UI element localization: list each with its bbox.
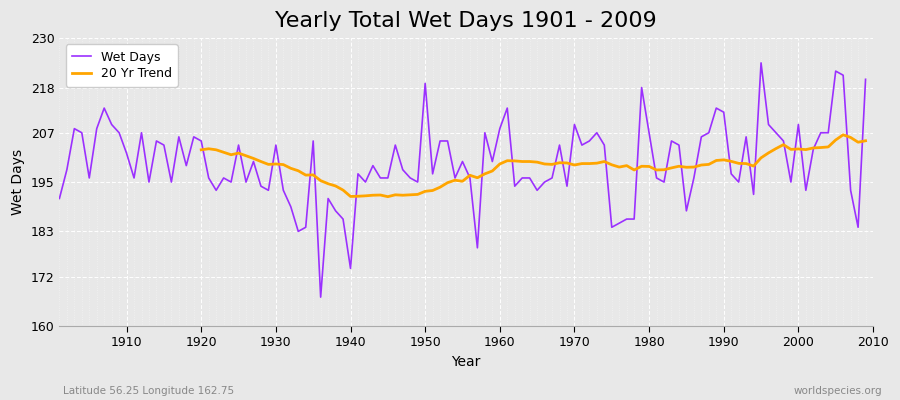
Text: worldspecies.org: worldspecies.org: [794, 386, 882, 396]
Wet Days: [502, 106, 513, 110]
Line: Wet Days: Wet Days: [59, 63, 866, 297]
Legend: Wet Days, 20 Yr Trend: Wet Days, 20 Yr Trend: [66, 44, 178, 87]
Wet Days: [54, 196, 65, 201]
Wet Days: [278, 188, 289, 193]
Title: Yearly Total Wet Days 1901 - 2009: Yearly Total Wet Days 1901 - 2009: [275, 11, 657, 31]
Line: 20 Yr Trend: 20 Yr Trend: [202, 135, 866, 197]
20 Yr Trend: [770, 146, 781, 151]
20 Yr Trend: [860, 138, 871, 143]
20 Yr Trend: [405, 192, 416, 197]
20 Yr Trend: [756, 156, 767, 160]
20 Yr Trend: [382, 194, 393, 199]
Wet Days: [113, 130, 124, 135]
X-axis label: Year: Year: [452, 355, 481, 369]
Wet Days: [315, 295, 326, 300]
Y-axis label: Wet Days: Wet Days: [11, 149, 25, 215]
Wet Days: [860, 77, 871, 82]
20 Yr Trend: [196, 148, 207, 152]
20 Yr Trend: [666, 166, 677, 170]
Wet Days: [756, 60, 767, 65]
Text: Latitude 56.25 Longitude 162.75: Latitude 56.25 Longitude 162.75: [63, 386, 234, 396]
Wet Days: [494, 126, 505, 131]
Wet Days: [330, 208, 341, 213]
Wet Days: [591, 130, 602, 135]
20 Yr Trend: [845, 135, 856, 140]
20 Yr Trend: [838, 132, 849, 137]
20 Yr Trend: [285, 166, 296, 171]
